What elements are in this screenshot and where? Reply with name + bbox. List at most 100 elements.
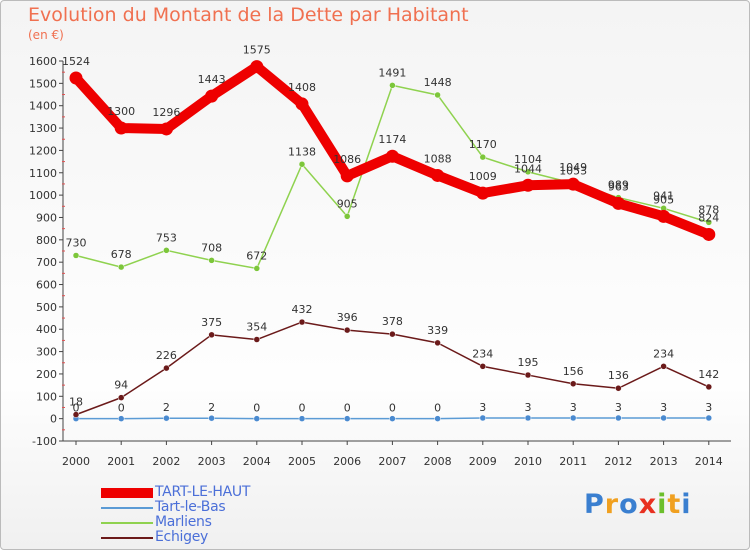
data-point [521,178,535,192]
data-point [343,415,351,422]
x-tick-label: 2001 [107,455,135,468]
data-point [343,213,351,220]
data-point [159,122,173,136]
y-tick-label: 0 [50,413,57,426]
data-label: 672 [246,249,267,262]
data-label: 3 [615,401,622,414]
data-label: 18 [69,396,83,409]
data-point [163,247,170,254]
data-label: 0 [434,402,441,415]
y-tick-label: 1500 [29,77,57,90]
data-label: 1044 [514,162,542,175]
data-label: 1448 [424,76,452,89]
data-label: 0 [389,402,396,415]
x-tick-label: 2014 [695,455,723,468]
y-tick-label: 200 [36,368,57,381]
y-tick-label: 1600 [29,55,57,68]
y-tick-label: 400 [36,323,57,336]
data-label: 1524 [62,55,90,68]
y-tick-label: 1200 [29,144,57,157]
data-point [298,161,306,168]
data-label: 396 [337,311,358,324]
logo-letter: t [667,489,682,520]
x-tick-label: 2004 [243,455,271,468]
data-label: 0 [118,402,125,415]
data-point [479,153,487,161]
logo-letter: r [604,489,620,520]
data-point [705,414,713,422]
data-point [72,252,80,259]
x-tick-label: 2002 [152,455,180,468]
data-point [208,414,215,422]
data-point [298,415,306,422]
data-point [660,363,667,370]
y-tick-label: 500 [36,301,57,314]
data-point [389,415,396,422]
data-point [476,186,490,200]
data-label: 753 [156,231,177,244]
logo-letter: P [584,489,605,520]
data-point [72,411,80,418]
data-point [208,331,215,339]
y-tick-label: 1100 [29,167,57,180]
data-label: 1491 [378,66,406,79]
data-label: 234 [472,347,493,360]
data-point [611,196,625,210]
data-point [569,414,577,422]
data-point [69,71,83,85]
data-label: 1443 [198,73,226,86]
data-label: 378 [382,315,403,328]
x-tick-label: 2010 [514,455,542,468]
data-label: 1104 [514,153,542,166]
data-point [524,414,532,422]
data-label: 3 [660,401,667,414]
data-point [117,263,125,271]
proxiti-logo: Proxiti [584,489,692,520]
data-point [569,380,577,388]
data-point [253,336,261,343]
data-label: 824 [698,211,719,224]
data-label: 730 [66,236,87,249]
data-point [479,363,487,370]
data-label: 3 [479,401,486,414]
data-label: 0 [344,402,351,415]
data-point [657,209,671,223]
data-point [163,364,170,372]
data-point [163,414,170,422]
data-label: 156 [563,365,584,378]
data-label: 1575 [243,44,271,57]
chart-title: Evolution du Montant de la Dette par Hab… [28,4,469,26]
data-label: 1170 [469,138,497,151]
y-tick-label: -100 [32,435,57,448]
data-point [479,414,487,422]
x-tick-label: 2013 [650,455,678,468]
data-point [114,121,128,135]
data-point [253,415,261,422]
data-label: 905 [337,197,358,210]
data-label: 0 [73,402,80,415]
y-tick-label: 1000 [29,189,57,202]
data-point [524,371,532,379]
data-point [705,219,713,226]
data-point [389,82,396,89]
data-label: 3 [705,401,712,414]
data-point [340,169,354,183]
legend-label: Echigey [155,529,208,545]
data-label: 94 [114,379,128,392]
legend-label: TART-LE-HAUT [155,484,251,500]
y-tick-label: 100 [36,390,57,403]
data-label: 3 [525,401,532,414]
logo-letter: x [638,489,658,520]
data-label: 878 [698,203,719,216]
y-tick-label: 600 [36,279,57,292]
data-point [705,383,713,391]
x-tick-label: 2008 [424,455,452,468]
data-label: 1296 [152,106,180,119]
data-point [385,149,399,163]
y-tick-label: 1400 [29,100,57,113]
x-tick-label: 2012 [604,455,632,468]
y-tick-label: 900 [36,211,57,224]
logo-letter: i [681,489,692,520]
data-label: 708 [201,241,222,254]
